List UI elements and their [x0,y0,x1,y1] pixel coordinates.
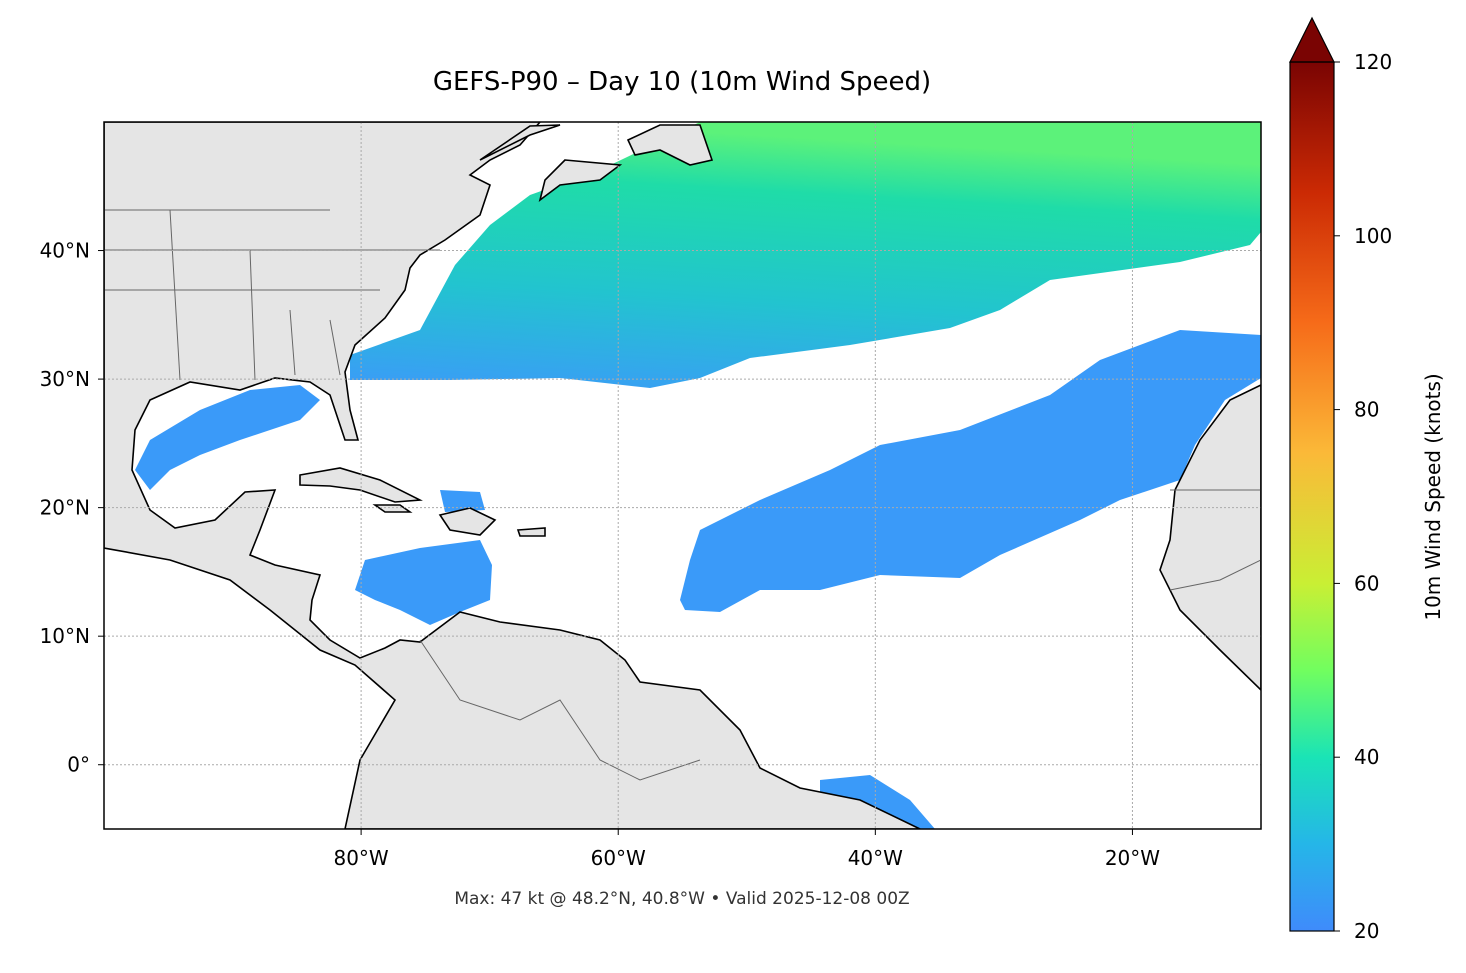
wind-field [350,122,1261,388]
y-tick-label: 0° [67,753,90,777]
colorbar-tick-label: 100 [1354,224,1392,248]
x-tick-label: 40°W [848,846,903,870]
grid [104,122,1261,829]
colorbar-frame [1289,61,1335,932]
land [104,122,1261,829]
y-tick-label: 10°N [40,624,90,648]
x-tick-label: 20°W [1105,846,1160,870]
colorbar-extend [1289,16,1335,63]
x-tick-label: 60°W [591,846,646,870]
y-tick-label: 30°N [40,367,90,391]
wind-field [440,490,485,512]
wind-field [355,540,492,625]
map [104,122,1261,829]
colorbar [1290,62,1334,931]
colorbar-tick-label: 120 [1354,50,1392,74]
title: GEFS-P90 – Day 10 (10m Wind Speed) [433,67,931,97]
colorbar-tick-label: 40 [1354,745,1379,769]
footer: Max: 47 kt @ 48.2°N, 40.8°W • Valid 2025… [454,889,909,909]
y-tick-label: 40°N [40,239,90,263]
wind-field [820,775,935,829]
colorbar-tick-label: 80 [1354,398,1379,422]
wind-field [135,385,320,490]
y-tick-label: 20°N [40,496,90,520]
borders [104,209,1261,781]
colorbar-tick-label: 20 [1354,919,1379,943]
x-tick-label: 80°W [333,846,388,870]
colorbar-label: 10m Wind Speed (knots) [1421,373,1445,620]
colorbar-tick-label: 60 [1354,571,1379,595]
plot-frame [103,121,1262,830]
wind-field [680,330,1261,612]
